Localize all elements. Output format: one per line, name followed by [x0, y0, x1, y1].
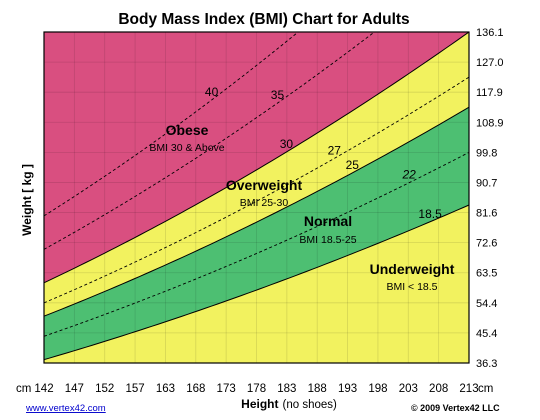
y-tick-label: 54.4: [476, 298, 497, 310]
curve-label-27: 27: [328, 143, 342, 157]
curve-label-35: 35: [271, 88, 285, 102]
y-tick-label: 36.3: [476, 358, 497, 370]
x-axis-label: Height (no shoes): [241, 397, 337, 411]
grid-lines: [44, 32, 469, 363]
y-tick-label: 72.6: [476, 238, 497, 250]
x-tick-label: 188: [308, 383, 327, 395]
zone-normal-range: BMI 18.5-25: [299, 234, 356, 246]
zone-band-normal: [44, 107, 469, 360]
y-tick-label: 81.6: [476, 208, 497, 220]
curve-labels: 18.5 22 25 27 30 35 40: [205, 85, 442, 221]
bmi-curve-18-5: [44, 204, 469, 361]
x-tick-label: 142: [34, 383, 53, 395]
plot-area: [44, 32, 469, 363]
y-tick-label: 136.1: [476, 27, 504, 39]
x-tick-label: 203: [399, 383, 418, 395]
x-tick-labels: 142 147 152 157 163 168 173 178 183 188 193 198 203 2…: [34, 383, 478, 395]
zone-band-overweight: [44, 32, 469, 317]
bmi-curve-22: [44, 151, 469, 337]
plot-border: [43, 31, 470, 364]
x-axis-label-suffix: (no shoes): [283, 399, 338, 411]
x-tick-label: 168: [186, 383, 205, 395]
x-tick-label: 173: [217, 383, 236, 395]
x-unit-left: cm: [16, 383, 31, 395]
zone-underweight-name: Underweight: [370, 261, 455, 277]
x-tick-label: 198: [368, 383, 387, 395]
curve-label-30: 30: [280, 137, 294, 151]
bmi-curve-35: [44, 32, 376, 250]
x-tick-label: 147: [65, 383, 84, 395]
y-tick-label: 108.9: [476, 117, 504, 129]
y-tick-label: 99.8: [476, 147, 497, 159]
x-tick-label: 157: [125, 383, 144, 395]
zone-band-obese: [44, 32, 469, 283]
x-unit-right: cm: [478, 383, 493, 395]
y-tick-label: 45.4: [476, 328, 497, 340]
zone-normal-name: Normal: [304, 213, 352, 229]
zone-band-underweight: [44, 205, 469, 363]
zone-obese-range: BMI 30 & Above: [149, 142, 224, 154]
copyright-text: © 2009 Vertex42 LLC: [411, 403, 500, 413]
x-tick-label: 178: [247, 383, 266, 395]
curve-label-22: 22: [401, 168, 416, 182]
bmi-curve-40: [44, 32, 299, 217]
x-tick-label: 213: [459, 383, 478, 395]
curve-label-40: 40: [205, 85, 219, 99]
y-tick-label: 90.7: [476, 177, 497, 189]
bmi-curve-25: [44, 106, 469, 317]
bmi-zones: [44, 32, 469, 363]
bmi-curve-27: [44, 76, 469, 304]
y-tick-label: 117.9: [476, 87, 503, 99]
x-tick-label: 208: [429, 383, 448, 395]
zone-obese-name: Obese: [166, 122, 209, 138]
curve-label-25: 25: [346, 158, 360, 172]
x-axis-label-main: Height: [241, 397, 278, 411]
x-tick-label: 163: [156, 383, 175, 395]
bmi-curves: [44, 32, 469, 361]
chart-title: Body Mass Index (BMI) Chart for Adults: [118, 11, 409, 28]
bmi-curve-30: [44, 32, 469, 284]
zone-labels: Obese BMI 30 & Above Overweight BMI 25-3…: [149, 122, 454, 293]
y-tick-label: 127.0: [476, 57, 504, 69]
x-tick-label: 193: [338, 383, 357, 395]
zone-overweight-range: BMI 25-30: [240, 197, 289, 209]
curve-label-18-5: 18.5: [418, 207, 442, 221]
zone-overweight-name: Overweight: [226, 177, 303, 193]
vertex42-link[interactable]: www.vertex42.com: [25, 403, 106, 414]
y-axis-label: Weight [ kg ]: [20, 164, 34, 236]
x-tick-label: 183: [277, 383, 296, 395]
x-tick-label: 152: [95, 383, 114, 395]
y-tick-labels: 36.3 45.4 54.4 63.5 72.6 81.6 90.7 99.8 108.9 117…: [476, 27, 504, 370]
y-tick-label: 63.5: [476, 268, 497, 280]
zone-underweight-range: BMI < 18.5: [386, 281, 437, 293]
